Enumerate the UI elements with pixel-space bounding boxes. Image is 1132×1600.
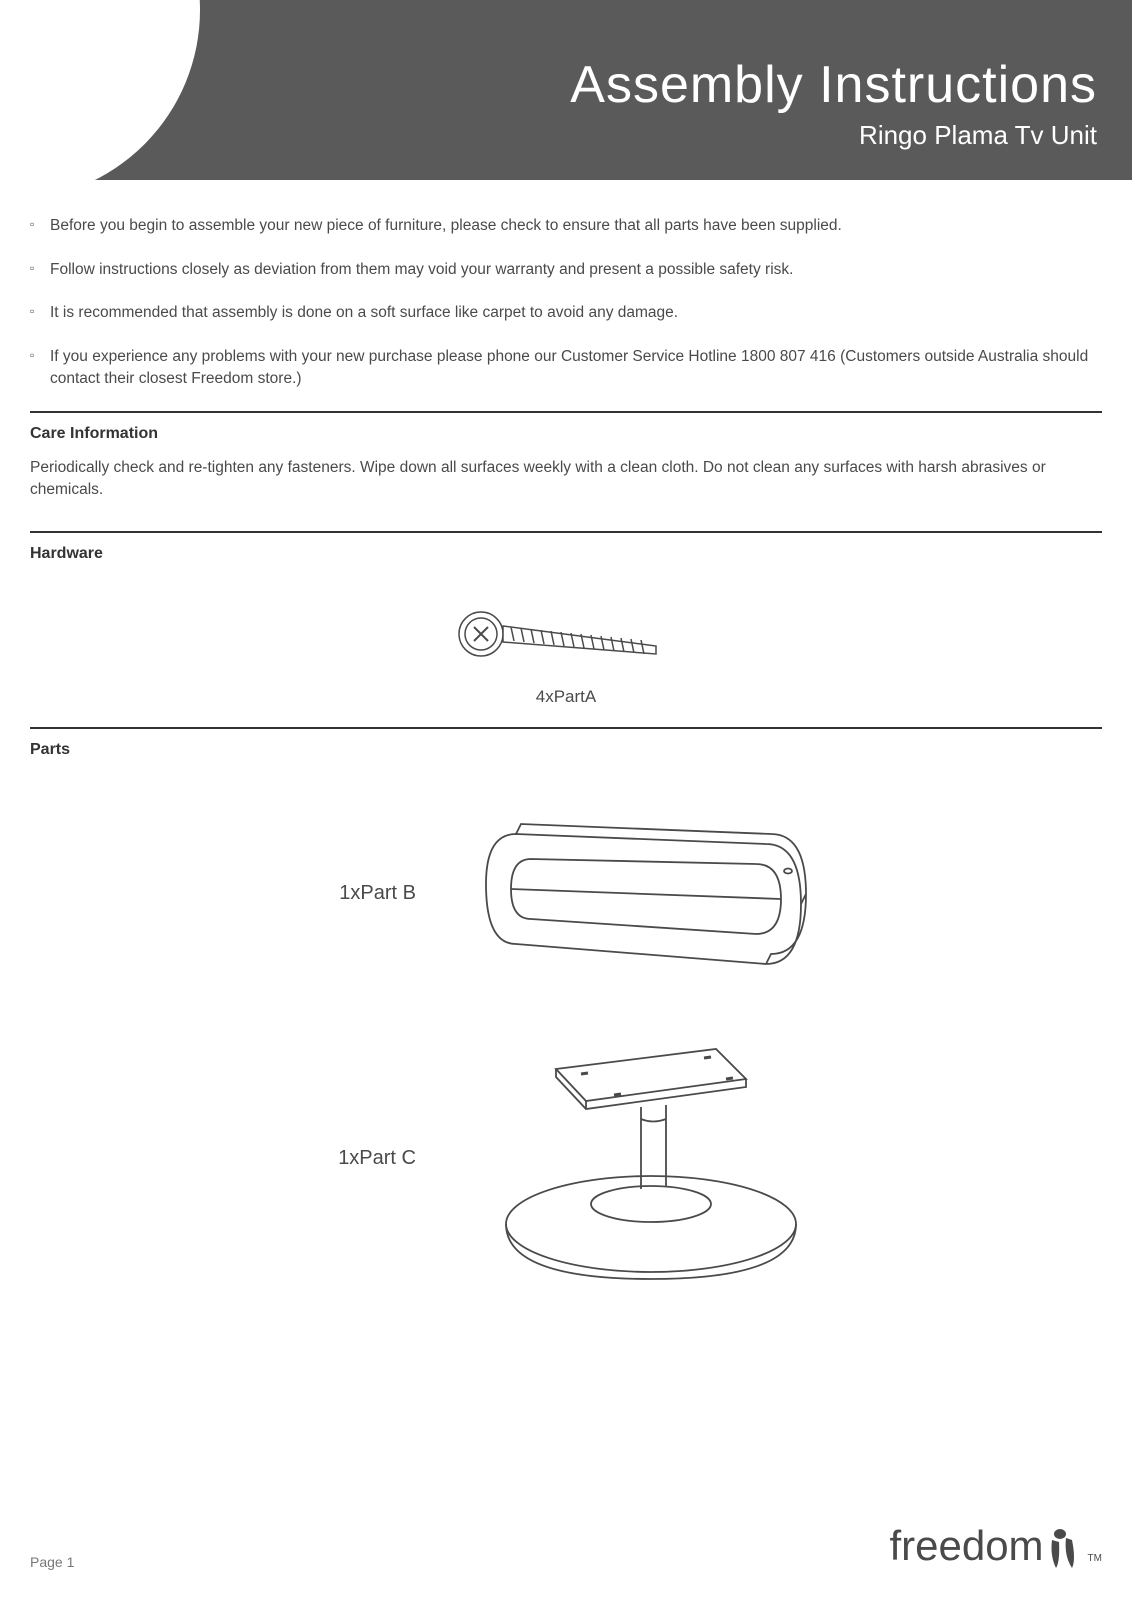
divider — [30, 531, 1102, 533]
part-row: 1xPart B — [30, 794, 1102, 994]
notes-list: Before you begin to assemble your new pi… — [30, 205, 1102, 389]
page-number: Page 1 — [30, 1554, 74, 1570]
note-item: Follow instructions closely as deviation… — [30, 259, 1102, 281]
brand-tm: TM — [1088, 1553, 1102, 1564]
care-text: Periodically check and re-tighten any fa… — [30, 457, 1102, 500]
part-row: 1xPart C — [30, 1029, 1102, 1289]
brand-mark-icon — [1046, 1526, 1086, 1570]
header-corner-curve — [0, 0, 200, 180]
note-item: It is recommended that assembly is done … — [30, 302, 1102, 324]
header-banner: Assembly Instructions Ringo Plama Tv Uni… — [0, 0, 1132, 180]
doc-subtitle: Ringo Plama Tv Unit — [859, 120, 1097, 151]
note-item: Before you begin to assemble your new pi… — [30, 215, 1102, 237]
hardware-item: 4xPartA — [30, 577, 1102, 717]
note-item: If you experience any problems with your… — [30, 346, 1102, 389]
part-label: 1xPart B — [306, 882, 416, 905]
divider — [30, 727, 1102, 729]
content-area: Before you begin to assemble your new pi… — [0, 180, 1132, 1289]
screw-icon — [456, 602, 676, 672]
care-heading: Care Information — [30, 425, 1102, 443]
brand-logo: freedom TM — [889, 1522, 1102, 1570]
tv-unit-body-icon — [466, 794, 826, 994]
footer: Page 1 freedom TM — [30, 1522, 1102, 1570]
divider — [30, 411, 1102, 413]
parts-heading: Parts — [30, 741, 1102, 759]
hardware-label: 4xPartA — [30, 687, 1102, 707]
pedestal-base-icon — [466, 1029, 826, 1289]
brand-text: freedom — [889, 1522, 1043, 1570]
part-label: 1xPart C — [306, 1147, 416, 1170]
hardware-heading: Hardware — [30, 545, 1102, 563]
doc-title: Assembly Instructions — [570, 55, 1097, 115]
